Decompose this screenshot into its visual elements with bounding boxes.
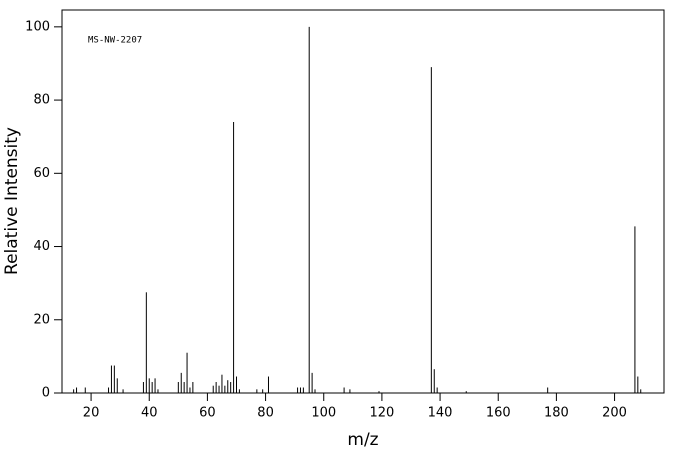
x-tick-label: 180 <box>544 406 569 421</box>
y-axis-title: Relative Intensity <box>2 127 22 275</box>
y-tick-label: 40 <box>33 239 50 254</box>
x-tick-label: 200 <box>602 406 627 421</box>
x-tick-label: 100 <box>311 406 336 421</box>
x-axis-title: m/z <box>347 430 378 450</box>
x-tick-label: 160 <box>486 406 511 421</box>
x-tick-label: 20 <box>83 406 100 421</box>
x-tick-label: 60 <box>199 406 216 421</box>
annotation: MS-NW-2207 <box>88 36 142 46</box>
y-tick-label: 80 <box>33 93 50 108</box>
x-tick-label: 40 <box>141 406 158 421</box>
y-tick-label: 60 <box>33 166 50 181</box>
y-tick-label: 20 <box>33 312 50 327</box>
x-tick-label: 120 <box>369 406 394 421</box>
y-tick-label: 100 <box>25 19 50 34</box>
plot-frame <box>61 9 665 394</box>
x-tick-label: 140 <box>428 406 453 421</box>
y-tick-label: 0 <box>42 386 50 401</box>
x-tick-label: 80 <box>257 406 274 421</box>
